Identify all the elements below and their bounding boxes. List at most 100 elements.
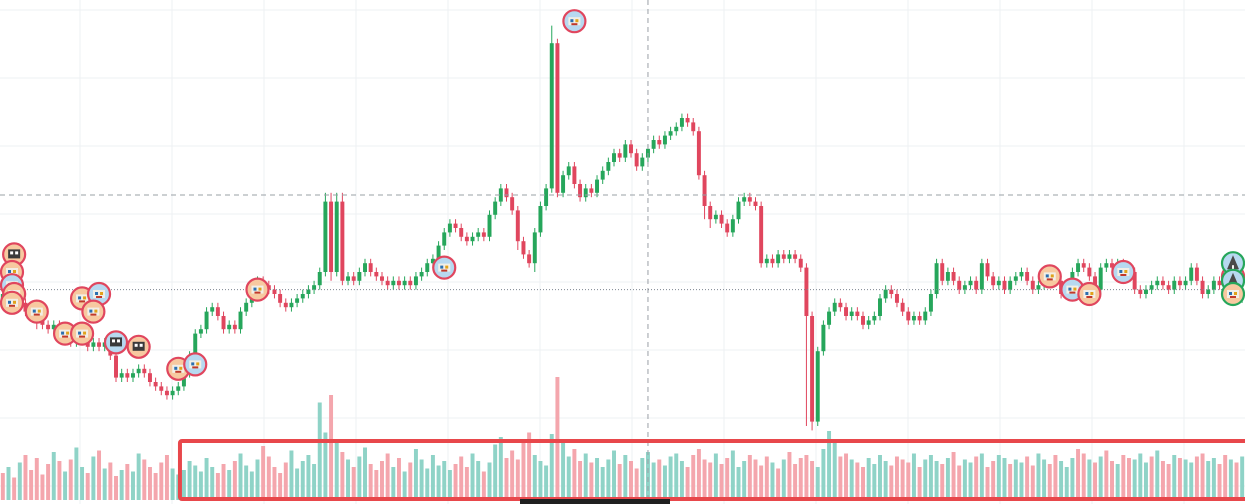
candle-body [968,280,973,286]
pixel-face [76,329,89,338]
volume-bar [844,453,849,500]
pixel-face [172,364,185,373]
volume-bar [1013,459,1018,500]
candle-body [747,197,752,202]
candle-body [198,329,203,334]
pixel-tree-icon[interactable] [1220,251,1245,276]
candle-body [487,214,492,237]
candle-body [866,320,871,325]
candle-body [798,258,803,268]
candle-body [1194,267,1199,281]
candle-body [764,258,769,264]
pixel-face-icon[interactable] [245,277,270,302]
pixel-face-icon[interactable] [1111,259,1136,285]
volume-bar [532,455,537,500]
volume-bar [0,473,5,500]
pixel-eye [94,309,98,313]
candle-body [238,311,243,330]
volume-bar [334,440,339,500]
volume-bar [747,455,752,500]
volume-bar [396,458,401,500]
volume-bar [102,468,107,500]
pixel-mouth [1046,278,1053,281]
pixel-face-icon[interactable] [183,352,208,377]
pixel-eye [1073,287,1077,291]
pixel-face-icon[interactable] [81,299,106,324]
candle-body [1183,280,1188,286]
candle-body [617,153,622,158]
volume-bar [419,459,424,500]
candle-body [629,144,633,154]
volume-bar [210,467,215,500]
volume-bar [781,459,786,500]
volume-bar [232,461,237,500]
volume-bar [193,465,198,500]
volume-bar [1138,453,1143,500]
candle-body [1211,280,1216,290]
volume-bar [464,467,469,500]
candle-body [408,280,413,286]
trade-markers[interactable] [0,9,1245,381]
candle-body [164,390,169,396]
volume-bar [776,468,781,500]
pixel-face-icon[interactable] [0,290,25,315]
pixel-face-icon[interactable] [1220,281,1245,307]
pixel-face-icon[interactable] [1037,264,1062,289]
volume-bar [991,461,996,500]
bottom-scroll-handle[interactable] [520,499,670,504]
candle-body [385,280,390,286]
volume-bar [1059,461,1064,500]
pixel-eye [32,309,36,313]
volume-bar [1002,458,1007,500]
pixel-face [87,307,100,316]
volume-bar [691,455,696,500]
candle-body [215,307,220,316]
candle-body [974,280,979,290]
candle-body [1076,263,1081,272]
candle-body [91,342,96,347]
candle-body [991,276,996,286]
dark-pixel-icon[interactable] [126,334,151,359]
volume-bar [572,449,577,500]
volume-bar [198,471,203,500]
volume-bar [566,456,571,500]
pixel-face-icon[interactable] [86,281,112,307]
candle-body [125,373,130,378]
candle-body [306,289,311,294]
pixel-face-icon[interactable] [1077,281,1102,307]
dark-pixel-icon[interactable] [103,330,129,355]
volume-bar [357,456,362,500]
candle-body [889,289,894,294]
pixel-mouth [1230,296,1236,298]
volume-bar [900,459,905,500]
volume-bar [872,464,877,500]
candle-body [917,316,922,321]
candle-body [1087,267,1092,277]
pixel-face-icon[interactable] [69,321,95,346]
volume-bar [1081,453,1086,500]
candle-body [985,263,990,277]
volume-bar [408,462,413,500]
pixel-eye [1234,292,1237,295]
volume-bar [730,450,735,500]
candle-body [578,184,583,198]
candle-body [1030,280,1035,290]
candle-body [589,188,594,193]
candles [0,25,1245,431]
pixel-face-icon[interactable] [24,299,49,324]
candle-body [1081,263,1086,268]
pixel-face-icon[interactable] [432,255,457,280]
candle-body [481,232,486,237]
volume-bar [974,456,979,500]
pixel-face [1117,268,1130,276]
pixel-face [6,268,18,276]
candle-body [459,228,464,237]
volume-bar [80,467,85,500]
candle-body [674,126,679,132]
volume-bar [685,467,690,500]
pixel-face-icon[interactable] [562,9,587,34]
candle-body [317,272,322,286]
volume-bar [945,458,950,500]
